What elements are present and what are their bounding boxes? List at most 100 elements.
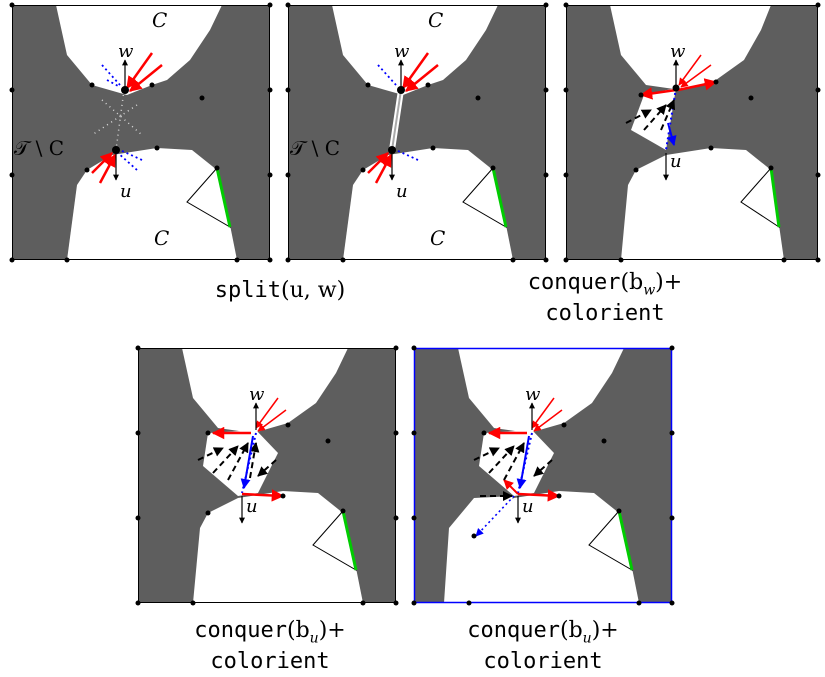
panel-conquer-bu-2: w u [411,345,675,606]
label-w: w [525,384,541,405]
red-arrow [255,397,279,429]
red-arrow [677,78,718,92]
caption-args: (b [559,618,583,643]
red-arrow [680,64,712,88]
panel-split: C C 𝒯 \ C w u [9,2,273,263]
conquered-face [479,430,554,496]
dot-icon [411,345,675,606]
caption-conquer-bw: conquer(bw)+ colorient [480,270,730,326]
arrow-icon [503,442,525,481]
red-arrow [241,489,285,502]
dotted-edge [115,89,125,151]
green-edge [341,510,358,571]
caption-args: (u, w) [281,278,346,303]
label-w: w [118,41,134,62]
label-c-bottom: C [154,226,169,250]
caption-line2: colorient [483,649,603,675]
blue-arrow [666,122,677,146]
blue-arrow [475,495,515,537]
label-c-top: C [428,8,443,32]
label-w: w [670,41,686,62]
caption-conquer-bu-2: conquer(bu)+ colorient [418,618,668,674]
green-edge [491,167,508,228]
dotted-edge [91,104,138,136]
arrow-icon [257,459,277,477]
bottom-white-region [621,148,784,260]
top-white-region [458,348,624,433]
label-w: w [394,41,410,62]
bottom-white-region [343,148,513,260]
arrow-icon [197,447,224,461]
vertex-u [388,146,396,154]
top-white-region [332,5,498,95]
arrow-icon [488,445,515,474]
red-arrow [517,489,561,502]
frame [12,5,270,260]
arrow-icon [660,99,676,131]
red-arrow [129,64,163,92]
green-edge [769,167,781,228]
frame-highlight [413,347,673,604]
red-arrow [405,64,439,92]
label-t-minus-c: 𝒯 \ C [290,136,340,160]
caption-split: split(u, w) [180,278,380,303]
label-u: u [670,151,682,172]
caption-line2: colorient [545,301,665,327]
panel-split-graphic: C C 𝒯 \ C w u [9,2,273,263]
green-edge [215,167,232,228]
top-white-region [182,348,348,433]
label-w: w [249,384,265,405]
caption-sub: u [309,630,319,647]
red-arrow [533,409,563,432]
caption-conquer-bu-1: conquer(bu)+ colorient [145,618,395,674]
caption-sub: u [582,630,592,647]
frame [288,5,546,260]
frame [138,348,396,603]
arrow-icon [625,109,652,124]
blue-dotted-edge [665,87,677,151]
dot-icon [563,2,821,263]
vertex-w [672,84,680,92]
arrow-icon [212,445,239,474]
dot-icon [135,345,399,606]
arrow-icon [249,442,260,479]
arrow-icon [227,442,249,481]
caption-func: conquer [467,618,560,643]
panel-conquer-bw-graphic: w u [563,2,821,263]
caption-func: conquer [527,270,621,295]
caption-close: )+ [318,618,346,643]
arrow-icon [533,459,553,477]
caption-sub: w [643,282,656,299]
vertex-u [112,146,120,154]
red-arrow [503,479,519,495]
label-u: u [246,496,258,517]
blue-dotted-edge [395,149,419,161]
top-white-region [610,5,771,90]
caption-args: (b [286,618,310,643]
label-c-bottom: C [430,226,445,250]
panel-conquer-bw: w u [563,2,821,263]
red-arrow [91,152,113,174]
panel-split-2: C C 𝒯 \ C w u [285,2,549,263]
bottom-white-region [469,491,639,603]
red-arrow [367,152,389,174]
panel-conquer-bu-1: w u [135,345,399,606]
panel-conquer-bu-1-graphic: w u [135,345,399,606]
caption-close: )+ [591,618,619,643]
red-arrow [257,409,287,432]
caption-args: (b [620,270,644,295]
label-u: u [396,181,408,202]
arrow-icon [473,447,500,461]
caption-close: )+ [655,270,683,295]
blue-dotted-edge [117,152,138,171]
red-arrow [639,87,677,100]
blue-dotted-edge [119,149,143,161]
blue-arrow [240,435,254,489]
frame [566,5,818,260]
panel-split-2-graphic: C C 𝒯 \ C w u [285,2,549,263]
top-white-region [56,5,222,95]
dot-icon [285,2,549,263]
label-t-minus-c: 𝒯 \ C [14,136,64,160]
arrow-icon [643,104,667,131]
split-edge-core [391,89,402,151]
